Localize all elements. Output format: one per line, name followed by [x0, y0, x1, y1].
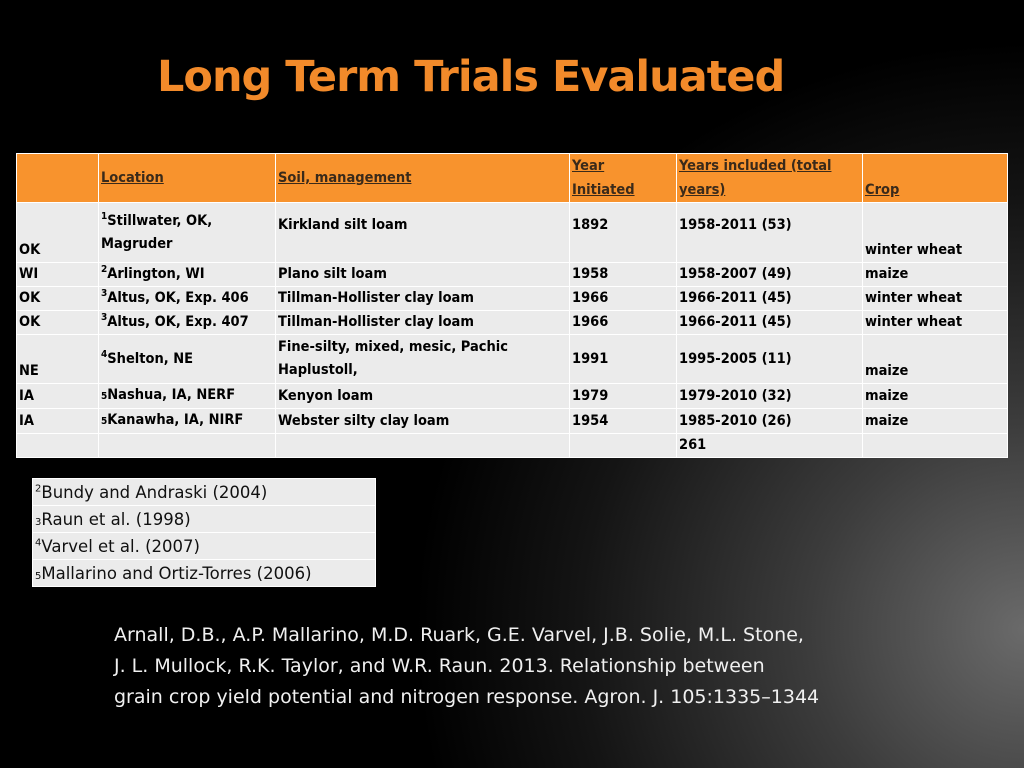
- references-table: 2Bundy and Andraski (2004) 3Raun et al. …: [32, 478, 376, 587]
- cell-location: 3Altus, OK, Exp. 406: [98, 286, 276, 311]
- citation-line: grain crop yield potential and nitrogen …: [114, 686, 820, 708]
- table-row: OK 1Stillwater, OK, Magruder Kirkland sil…: [16, 202, 1008, 263]
- cell-crop: winter wheat: [862, 202, 1008, 263]
- citation: Arnall, D.B., A.P. Mallarino, M.D. Ruark…: [114, 620, 914, 713]
- citation-line: J. L. Mullock, R.K. Taylor, and W.R. Rau…: [114, 655, 765, 677]
- header-crop: Crop: [862, 153, 1008, 203]
- cell-total-years: 261: [676, 433, 863, 458]
- reference-cell: 4Varvel et al. (2007): [32, 532, 376, 560]
- cell-location: 5Nashua, IA, NERF: [98, 383, 276, 409]
- cell-soil: Tillman-Hollister clay loam: [275, 310, 570, 335]
- cell-state: OK: [16, 310, 99, 335]
- cell-soil: Kenyon loam: [275, 383, 570, 409]
- cell-state: OK: [16, 202, 99, 263]
- table-row: OK 3Altus, OK, Exp. 407 Tillman-Holliste…: [16, 310, 1008, 335]
- header-year-initiated: Year Initiated: [569, 153, 677, 203]
- cell-location: 3Altus, OK, Exp. 407: [98, 310, 276, 335]
- slide-title: Long Term Trials Evaluated: [157, 52, 785, 102]
- cell-years: 1958-2011 (53): [676, 202, 863, 263]
- header-state: [16, 153, 99, 203]
- trials-table: Location Soil, management Year Initiated …: [16, 153, 1008, 458]
- cell-years: 1979-2010 (32): [676, 383, 863, 409]
- header-location: Location: [98, 153, 276, 203]
- header-years-included: Years included (total years): [676, 153, 863, 203]
- cell-years: 1966-2011 (45): [676, 286, 863, 311]
- cell-empty: [862, 433, 1008, 458]
- citation-line: Arnall, D.B., A.P. Mallarino, M.D. Ruark…: [114, 624, 804, 646]
- cell-crop: maize: [862, 383, 1008, 409]
- cell-crop: maize: [862, 408, 1008, 434]
- cell-year: 1892: [569, 202, 677, 263]
- table-total-row: 261: [16, 433, 1008, 458]
- reference-row: 3Raun et al. (1998): [32, 505, 376, 533]
- cell-soil: Tillman-Hollister clay loam: [275, 286, 570, 311]
- cell-years: 1985-2010 (26): [676, 408, 863, 434]
- cell-location: 5Kanawha, IA, NIRF: [98, 408, 276, 434]
- cell-year: 1991: [569, 334, 677, 384]
- header-soil: Soil, management: [275, 153, 570, 203]
- cell-years: 1966-2011 (45): [676, 310, 863, 335]
- cell-state: IA: [16, 383, 99, 409]
- cell-state: WI: [16, 262, 99, 287]
- cell-year: 1958: [569, 262, 677, 287]
- table-row: NE 4Shelton, NE Fine-silty, mixed, mesic…: [16, 334, 1008, 384]
- cell-crop: maize: [862, 262, 1008, 287]
- cell-state: NE: [16, 334, 99, 384]
- cell-state: OK: [16, 286, 99, 311]
- reference-cell: 2Bundy and Andraski (2004): [32, 478, 376, 506]
- cell-crop: maize: [862, 334, 1008, 384]
- cell-soil: Kirkland silt loam: [275, 202, 570, 263]
- reference-row: 4Varvel et al. (2007): [32, 532, 376, 560]
- table-row: IA 5Kanawha, IA, NIRF Webster silty clay…: [16, 408, 1008, 434]
- reference-cell: 5Mallarino and Ortiz-Torres (2006): [32, 559, 376, 587]
- cell-year: 1979: [569, 383, 677, 409]
- cell-empty: [569, 433, 677, 458]
- cell-empty: [98, 433, 276, 458]
- cell-crop: winter wheat: [862, 286, 1008, 311]
- table-row: WI 2Arlington, WI Plano silt loam 1958 1…: [16, 262, 1008, 287]
- cell-year: 1954: [569, 408, 677, 434]
- table-header-row: Location Soil, management Year Initiated …: [16, 153, 1008, 203]
- cell-soil: Webster silty clay loam: [275, 408, 570, 434]
- reference-cell: 3Raun et al. (1998): [32, 505, 376, 533]
- reference-row: 2Bundy and Andraski (2004): [32, 478, 376, 506]
- cell-empty: [16, 433, 99, 458]
- cell-location: 2Arlington, WI: [98, 262, 276, 287]
- cell-location: 4Shelton, NE: [98, 334, 276, 384]
- table-row: IA 5Nashua, IA, NERF Kenyon loam 1979 19…: [16, 383, 1008, 409]
- cell-empty: [275, 433, 570, 458]
- cell-crop: winter wheat: [862, 310, 1008, 335]
- cell-state: IA: [16, 408, 99, 434]
- cell-year: 1966: [569, 286, 677, 311]
- cell-year: 1966: [569, 310, 677, 335]
- cell-soil: Plano silt loam: [275, 262, 570, 287]
- reference-row: 5Mallarino and Ortiz-Torres (2006): [32, 559, 376, 587]
- table-row: OK 3Altus, OK, Exp. 406 Tillman-Holliste…: [16, 286, 1008, 311]
- cell-soil: Fine-silty, mixed, mesic, Pachic Haplusto…: [275, 334, 570, 384]
- cell-years: 1995-2005 (11): [676, 334, 863, 384]
- cell-years: 1958-2007 (49): [676, 262, 863, 287]
- cell-location: 1Stillwater, OK, Magruder: [98, 202, 276, 263]
